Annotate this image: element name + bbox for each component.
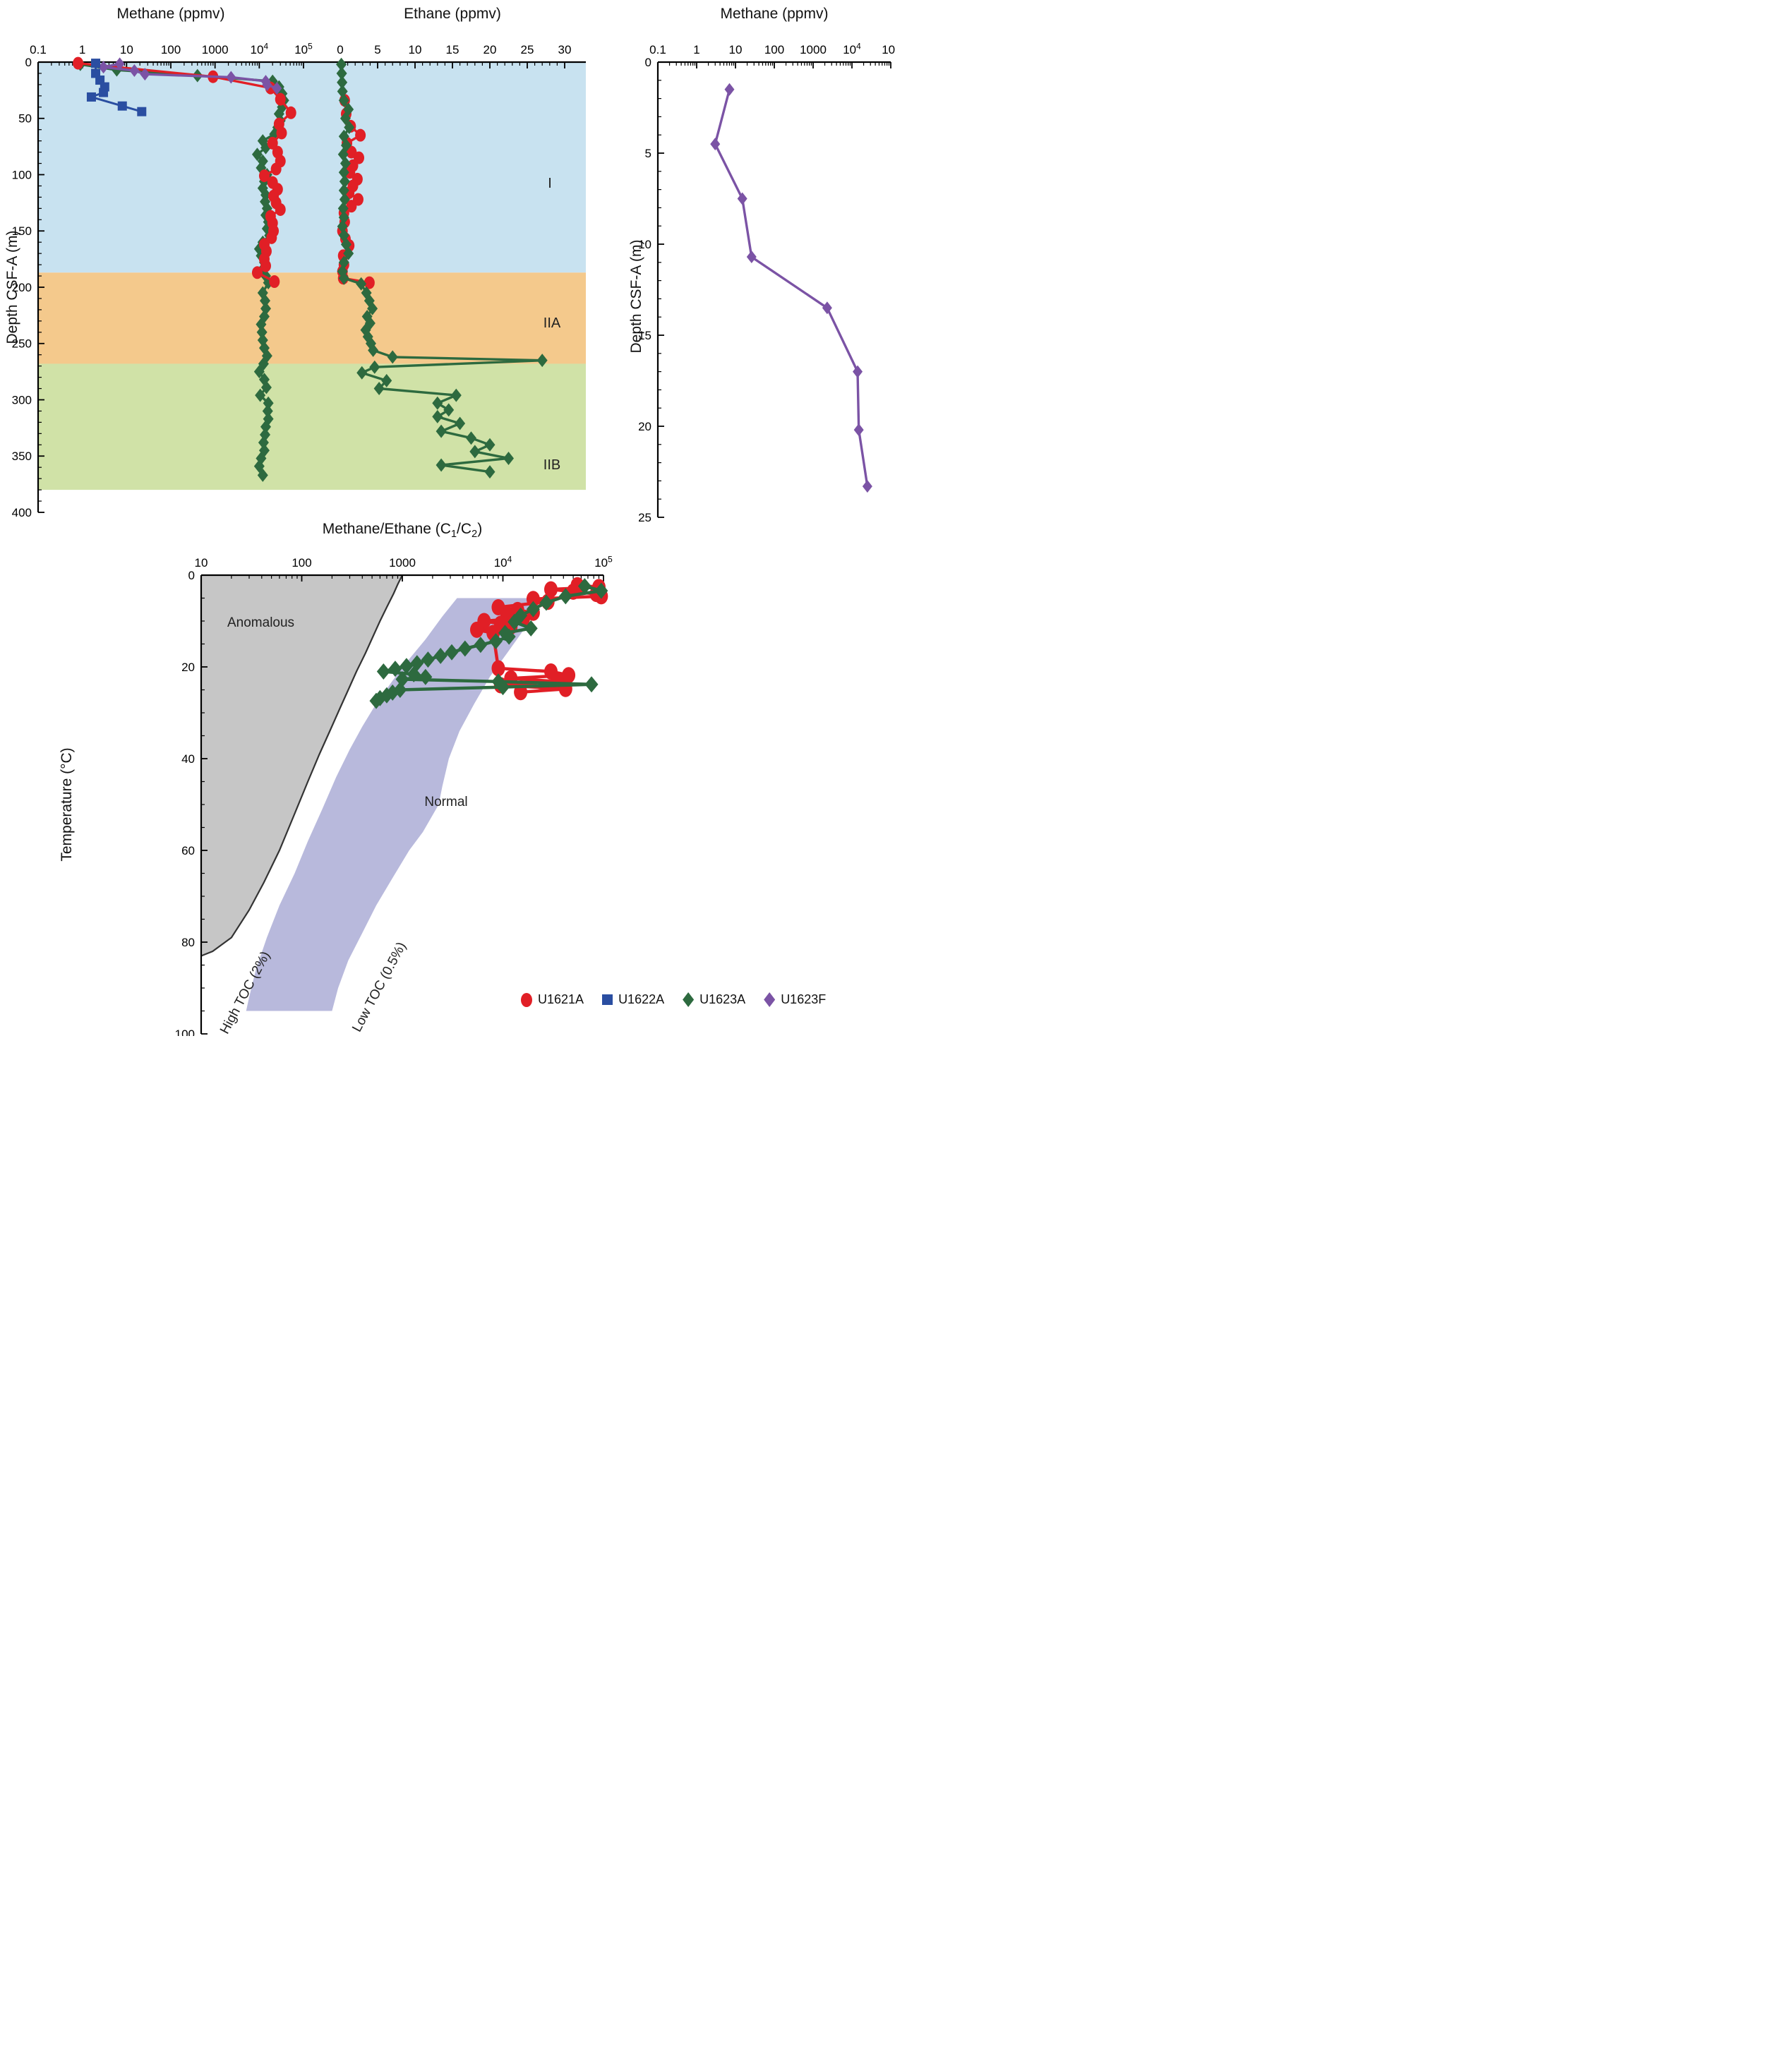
anomalous-region-label: Anomalous xyxy=(227,615,295,630)
svg-text:0: 0 xyxy=(645,56,651,69)
svg-text:10: 10 xyxy=(195,556,208,570)
axes xyxy=(340,62,565,68)
svg-text:350: 350 xyxy=(12,450,32,463)
svg-text:150: 150 xyxy=(12,224,32,238)
legend-label: U1623A xyxy=(699,992,746,1006)
svg-text:104: 104 xyxy=(494,554,512,570)
svg-text:300: 300 xyxy=(12,393,32,406)
svg-text:100: 100 xyxy=(292,556,311,570)
series-U1623A_ethane xyxy=(336,57,548,479)
series-U1623A_ratio xyxy=(369,578,608,709)
legend-item-u1623a: U1623A xyxy=(683,992,745,1007)
svg-text:0: 0 xyxy=(337,43,343,56)
region-anomalous xyxy=(201,575,402,956)
figure: 0.1 1 10 100 1000 104 105 0 50 100 150 200 250 300 350… xyxy=(0,0,895,1036)
panel-ethane-depth: 0 5 10 15 20 25 30 xyxy=(336,43,571,479)
zone-label-IIA: IIA xyxy=(543,315,561,331)
svg-text:10: 10 xyxy=(120,43,133,56)
svg-text:100: 100 xyxy=(161,43,181,56)
ratio-title: Methane/Ethane (C1/C2) xyxy=(322,521,483,541)
svg-text:5: 5 xyxy=(374,43,380,56)
legend-marker-diamond-icon xyxy=(764,992,776,1007)
legend-label: U1623F xyxy=(781,992,827,1006)
zone-label-I: I xyxy=(548,176,552,191)
chart-canvas: 0.1 1 10 100 1000 104 105050100150200250300350… xyxy=(12,41,895,1036)
svg-text:0.1: 0.1 xyxy=(649,43,666,56)
svg-text:250: 250 xyxy=(12,337,32,351)
svg-text:1000: 1000 xyxy=(202,43,229,56)
series-U1622A_methane xyxy=(86,59,147,116)
svg-text:10: 10 xyxy=(729,43,743,56)
svg-text:1000: 1000 xyxy=(800,43,827,56)
svg-text:40: 40 xyxy=(181,752,195,766)
legend-marker-square-icon xyxy=(602,994,613,1005)
panel-methane-depth: 0.1 1 10 100 1000 104 105050100150200250300350… xyxy=(12,41,586,519)
svg-text:104: 104 xyxy=(843,41,861,56)
axes xyxy=(200,574,604,1035)
zone-IIA xyxy=(38,272,586,364)
svg-text:105: 105 xyxy=(594,554,613,570)
tick-labels: 0 5 10 15 20 25 30 xyxy=(337,43,571,56)
svg-text:25: 25 xyxy=(638,511,651,524)
zone-label-IIB: IIB xyxy=(543,457,561,473)
svg-text:0: 0 xyxy=(188,569,195,582)
depth-axis-title-left: Depth CSF-A (m) xyxy=(4,230,20,344)
legend-marker-diamond-icon xyxy=(683,992,695,1007)
region-anomalous-edge xyxy=(200,574,403,957)
svg-text:100: 100 xyxy=(12,168,32,181)
svg-text:15: 15 xyxy=(638,329,651,342)
tick-labels: 10 100 1000 104 105 0 20 40 60 80 100 xyxy=(175,554,613,1036)
panel-methane-depth-shallow: 0.1 1 10 100 1000 104 105 0 5 10 15 20 25 xyxy=(638,41,895,524)
svg-text:30: 30 xyxy=(558,43,572,56)
legend-marker-circle-icon xyxy=(521,992,532,1007)
methane-right-title: Methane (ppmv) xyxy=(720,6,829,22)
svg-text:20: 20 xyxy=(483,43,497,56)
legend-label: U1622A xyxy=(618,992,665,1006)
lith-zones xyxy=(38,62,586,490)
legend-item-u1621a: U1621A xyxy=(521,992,584,1007)
svg-text:0.1: 0.1 xyxy=(30,43,47,56)
svg-text:100: 100 xyxy=(764,43,784,56)
svg-text:50: 50 xyxy=(18,112,32,126)
svg-text:105: 105 xyxy=(882,41,895,56)
svg-text:1: 1 xyxy=(693,43,699,56)
svg-text:10: 10 xyxy=(409,43,422,56)
svg-text:200: 200 xyxy=(12,281,32,294)
legend-item-u1622a: U1622A xyxy=(602,992,664,1007)
svg-text:5: 5 xyxy=(645,147,651,160)
svg-text:20: 20 xyxy=(638,420,651,433)
svg-text:400: 400 xyxy=(12,506,32,519)
svg-text:0: 0 xyxy=(25,56,32,69)
legend-label: U1621A xyxy=(538,992,584,1006)
legend-item-u1623f: U1623F xyxy=(764,992,826,1007)
svg-text:1000: 1000 xyxy=(389,556,416,570)
zone-IIB xyxy=(38,363,586,490)
zone-I xyxy=(38,62,586,273)
series-U1623F_methane xyxy=(98,57,282,95)
legend: U1621A U1622A U1623A U1623F xyxy=(521,992,826,1007)
svg-text:104: 104 xyxy=(251,41,269,56)
normal-region-label: Normal xyxy=(424,795,468,809)
svg-text:80: 80 xyxy=(181,936,195,949)
svg-text:60: 60 xyxy=(181,844,195,857)
svg-text:20: 20 xyxy=(181,661,195,674)
svg-text:105: 105 xyxy=(294,41,313,56)
panel-c1c2-temperature: 10 100 1000 104 105 0 20 40 60 80 100 xyxy=(175,554,613,1036)
axes xyxy=(656,61,891,518)
tick-labels: 0.1 1 10 100 1000 104 105 0 5 10 15 20 25 xyxy=(638,41,895,524)
region-normal xyxy=(246,598,541,1011)
depth-axis-title-right: Depth CSF-A (m) xyxy=(628,239,644,354)
temperature-axis-title: Temperature (°C) xyxy=(59,747,75,862)
svg-text:15: 15 xyxy=(446,43,459,56)
svg-text:25: 25 xyxy=(521,43,534,56)
methane-left-title: Methane (ppmv) xyxy=(116,6,225,22)
svg-text:10: 10 xyxy=(638,238,651,251)
ethane-title: Ethane (ppmv) xyxy=(404,6,501,22)
svg-text:100: 100 xyxy=(175,1028,195,1036)
series-U1623F_methane xyxy=(710,83,872,493)
svg-text:1: 1 xyxy=(79,43,85,56)
